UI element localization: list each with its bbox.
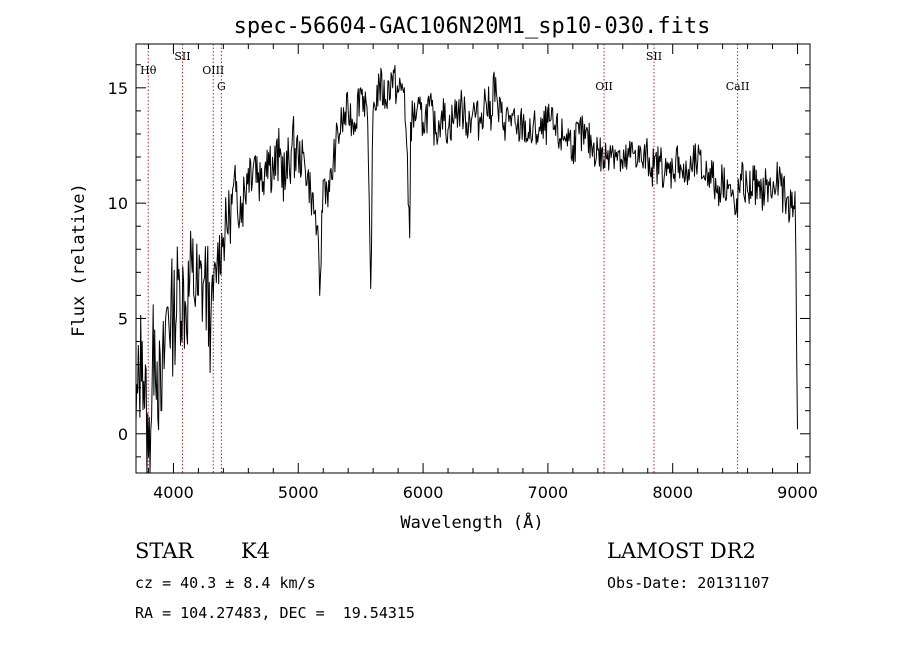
series-line-flux — [135, 65, 798, 474]
y-tick-label: 0 — [118, 425, 128, 444]
object-class: STAR — [135, 539, 194, 563]
y-tick-label: 10 — [108, 194, 128, 213]
y-tick-label: 5 — [118, 309, 128, 328]
line-label: SII — [646, 50, 662, 63]
line-label: Hθ — [140, 64, 157, 77]
x-tick-label: 5000 — [278, 483, 319, 502]
line-label: SII — [174, 50, 190, 63]
x-tick-label: 8000 — [652, 483, 693, 502]
line-label: G — [217, 80, 226, 93]
series-layer — [135, 65, 798, 474]
redshift-cz: cz = 40.3 ± 8.4 km/s — [135, 574, 316, 592]
x-axis-label: Wavelength (Å) — [400, 511, 543, 533]
x-tick-label: 4000 — [153, 483, 194, 502]
line-label: CaII — [726, 80, 750, 93]
y-axis-label: Flux (relative) — [69, 183, 89, 337]
obs-date: Obs-Date: 20131107 — [607, 574, 770, 592]
coordinates: RA = 104.27483, DEC = 19.54315 — [135, 604, 415, 622]
x-tick-label: 7000 — [528, 483, 569, 502]
line-label: OIII — [202, 64, 224, 77]
survey-name: LAMOST DR2 — [607, 539, 756, 563]
axes: 4000 5000 6000 7000 8000 9000 0 5 10 15 — [108, 44, 818, 502]
subclass: K4 — [241, 539, 271, 563]
y-tick-label: 15 — [108, 79, 128, 98]
x-tick-label: 9000 — [777, 483, 818, 502]
x-tick-label: 6000 — [403, 483, 444, 502]
chart-title: spec-56604-GAC106N20M1_sp10-030.fits — [234, 14, 711, 39]
spectral-line-markers: Hθ SII OIII G OII SII CaII — [140, 44, 749, 473]
line-label: OII — [595, 80, 613, 93]
